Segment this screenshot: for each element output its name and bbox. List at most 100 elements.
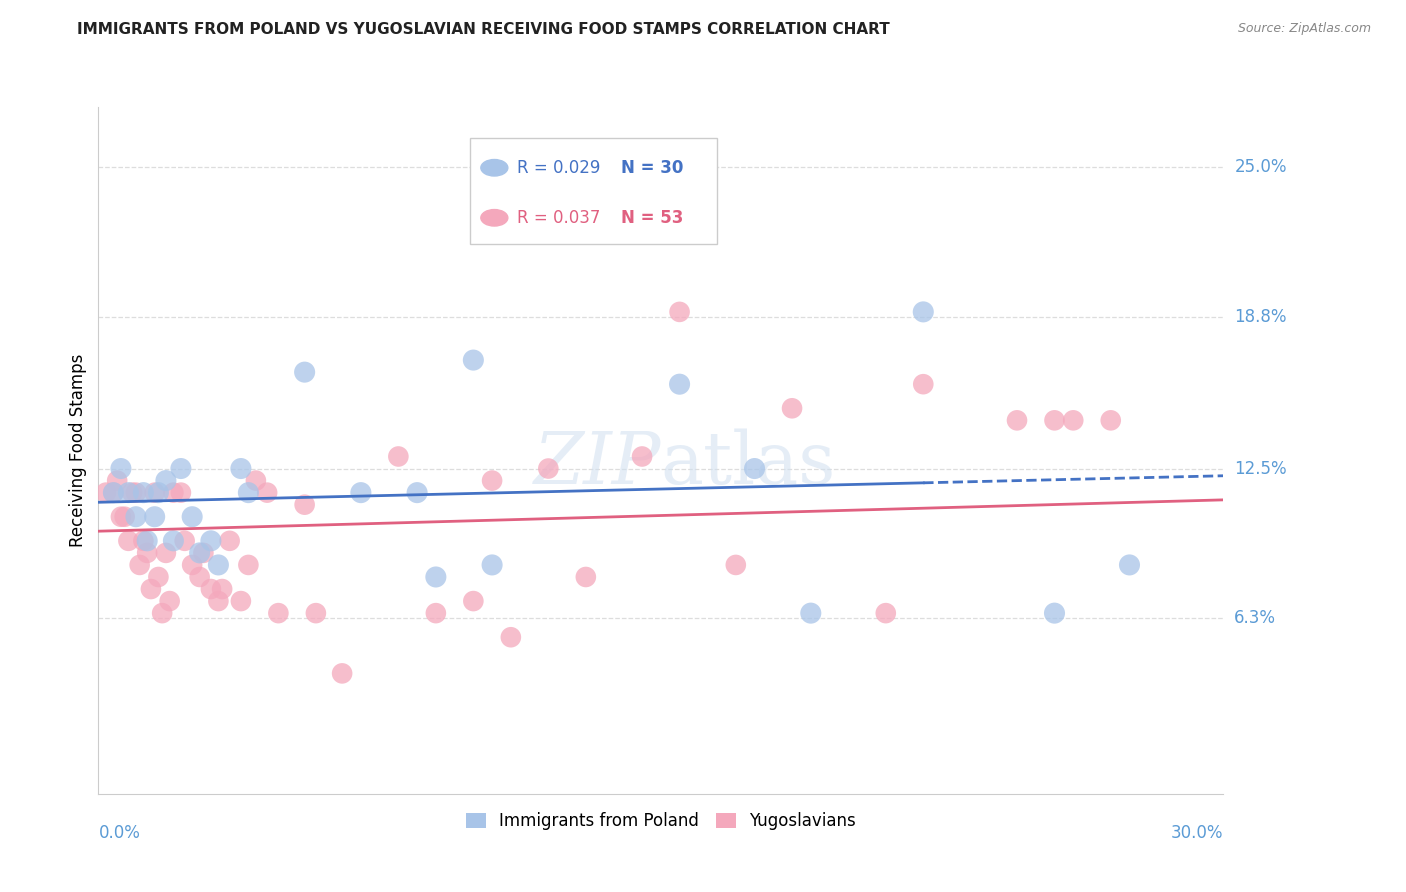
Text: N = 30: N = 30 <box>621 159 683 177</box>
Text: N = 53: N = 53 <box>621 209 683 227</box>
Point <box>294 498 316 512</box>
Point <box>912 377 935 392</box>
Point <box>139 582 162 596</box>
Point <box>350 485 373 500</box>
Text: 18.8%: 18.8% <box>1234 308 1286 326</box>
Point <box>200 582 222 596</box>
Point <box>238 558 260 572</box>
Point <box>136 533 159 548</box>
Point <box>256 485 278 500</box>
Point <box>668 305 690 319</box>
Point <box>132 485 155 500</box>
Point <box>800 606 823 620</box>
Point <box>170 485 193 500</box>
Point <box>267 606 290 620</box>
Point <box>1043 413 1066 427</box>
Point <box>110 509 132 524</box>
Point <box>148 485 170 500</box>
Text: IMMIGRANTS FROM POLAND VS YUGOSLAVIAN RECEIVING FOOD STAMPS CORRELATION CHART: IMMIGRANTS FROM POLAND VS YUGOSLAVIAN RE… <box>77 22 890 37</box>
Point <box>207 558 229 572</box>
Point <box>170 461 193 475</box>
Point <box>125 509 148 524</box>
Point <box>103 485 125 500</box>
Point <box>463 353 485 368</box>
Point <box>1005 413 1028 427</box>
Text: 12.5%: 12.5% <box>1234 459 1286 477</box>
Point <box>117 533 139 548</box>
Point <box>148 570 170 584</box>
Point <box>218 533 240 548</box>
Text: R = 0.037: R = 0.037 <box>517 209 600 227</box>
Point <box>200 533 222 548</box>
Text: ZIP: ZIP <box>533 429 661 500</box>
Point <box>159 594 181 608</box>
Text: 25.0%: 25.0% <box>1234 158 1286 177</box>
Point <box>499 630 522 644</box>
Point <box>481 474 503 488</box>
Point <box>425 606 447 620</box>
Point <box>1043 606 1066 620</box>
Point <box>575 570 598 584</box>
Text: 30.0%: 30.0% <box>1171 824 1223 842</box>
Point <box>103 485 125 500</box>
Point <box>463 594 485 608</box>
Point <box>631 450 654 464</box>
Point <box>143 485 166 500</box>
Point <box>162 533 184 548</box>
Point <box>105 474 128 488</box>
Point <box>207 594 229 608</box>
Point <box>368 87 391 102</box>
Text: atlas: atlas <box>661 429 837 500</box>
FancyBboxPatch shape <box>470 138 717 244</box>
Point <box>193 546 215 560</box>
Text: 6.3%: 6.3% <box>1234 609 1277 627</box>
Point <box>188 570 211 584</box>
Point <box>128 558 150 572</box>
Point <box>155 546 177 560</box>
Point <box>406 485 429 500</box>
Point <box>110 461 132 475</box>
Point <box>305 606 328 620</box>
Point <box>238 485 260 500</box>
Point <box>1118 558 1140 572</box>
Text: Source: ZipAtlas.com: Source: ZipAtlas.com <box>1237 22 1371 36</box>
Point <box>537 461 560 475</box>
Point <box>724 558 747 572</box>
Point <box>387 450 409 464</box>
Point <box>125 485 148 500</box>
Point <box>136 546 159 560</box>
Y-axis label: Receiving Food Stamps: Receiving Food Stamps <box>69 354 87 547</box>
Point <box>117 485 139 500</box>
Point <box>1062 413 1084 427</box>
Point <box>188 546 211 560</box>
Point <box>150 606 173 620</box>
Point <box>121 485 143 500</box>
Point <box>875 606 897 620</box>
Point <box>162 485 184 500</box>
Point <box>173 533 195 548</box>
Point <box>211 582 233 596</box>
Circle shape <box>481 210 508 226</box>
Point <box>114 509 136 524</box>
Point <box>294 365 316 379</box>
Point <box>1099 413 1122 427</box>
Point <box>181 558 204 572</box>
Point <box>481 558 503 572</box>
Point <box>912 305 935 319</box>
Point <box>593 87 616 102</box>
Point <box>425 570 447 584</box>
Point <box>229 594 252 608</box>
Point <box>132 533 155 548</box>
Point <box>181 509 204 524</box>
Legend: Immigrants from Poland, Yugoslavians: Immigrants from Poland, Yugoslavians <box>460 805 862 837</box>
Point <box>744 461 766 475</box>
Point <box>245 474 267 488</box>
Point <box>155 474 177 488</box>
Point <box>229 461 252 475</box>
Point <box>94 485 117 500</box>
Text: R = 0.029: R = 0.029 <box>517 159 600 177</box>
Point <box>668 377 690 392</box>
Point <box>143 509 166 524</box>
Point <box>330 666 353 681</box>
Text: 0.0%: 0.0% <box>98 824 141 842</box>
